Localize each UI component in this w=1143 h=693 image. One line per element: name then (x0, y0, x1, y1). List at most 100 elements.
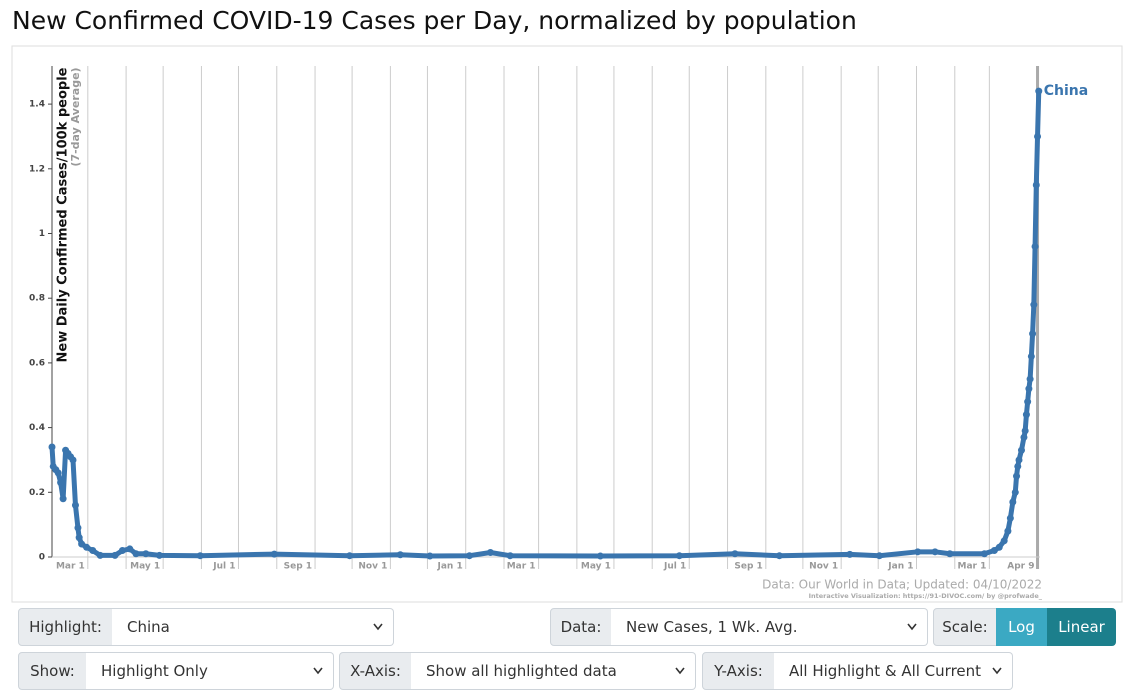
data-point (96, 551, 104, 559)
chevron (675, 667, 685, 675)
data-point (596, 552, 604, 560)
highlight-select[interactable]: China (112, 608, 394, 646)
data-point (54, 469, 62, 477)
data-point (1006, 514, 1014, 522)
data-point (1035, 87, 1043, 95)
data-point (74, 524, 82, 532)
highlight-value: China (127, 618, 170, 636)
data-point (1031, 242, 1039, 250)
chevron (373, 623, 383, 631)
data-point (132, 550, 140, 558)
data-point (69, 456, 77, 464)
data-point (1000, 537, 1008, 545)
data-point (914, 548, 922, 556)
x-tick-label: Jan 1 (887, 562, 913, 572)
source-note: Data: Our World in Data; Updated: 04/10/… (762, 578, 1042, 592)
scale-log-button[interactable]: Log (996, 608, 1047, 646)
data-point (78, 540, 86, 548)
data-point (465, 552, 473, 560)
data-point (1004, 527, 1012, 535)
credit-note: Interactive Visualization: https://91-DI… (809, 592, 1043, 600)
data-point (89, 547, 97, 555)
data-point (270, 550, 278, 558)
chevron (313, 667, 323, 675)
y-tick-label: 1.2 (29, 164, 45, 174)
chart: New Confirmed COVID-19 Cases per Day, no… (11, 6, 1123, 603)
show-select[interactable]: Highlight Only (86, 652, 334, 690)
data-point (1011, 488, 1019, 496)
data-point (486, 548, 494, 556)
show-label: Show: (18, 652, 87, 690)
chevron (992, 667, 1002, 675)
data-select[interactable]: New Cases, 1 Wk. Avg. (611, 608, 928, 646)
xaxis-value: Show all highlighted data (426, 662, 617, 680)
x-tick-label: Mar 1 (507, 562, 536, 572)
y-tick-label: 0.4 (29, 423, 45, 433)
data-point (731, 550, 739, 558)
data-point (1032, 181, 1040, 189)
y-tick-label: 0.8 (29, 294, 45, 304)
data-point (995, 543, 1003, 551)
data-point (675, 552, 683, 560)
scale-label: Scale: (933, 608, 997, 646)
data-point (1024, 398, 1032, 406)
xaxis-label: X-Axis: (339, 652, 412, 690)
data-point (126, 545, 134, 553)
scale-linear-button[interactable]: Linear (1047, 608, 1116, 646)
data-point (1009, 498, 1017, 506)
data-point (990, 547, 998, 555)
chart-frame (11, 45, 1123, 603)
data-point (1014, 462, 1022, 470)
data-point (426, 552, 434, 560)
x-tick-label: Jul 1 (212, 562, 235, 572)
y-axis-title: New Daily Confirmed Cases/100k people (56, 67, 71, 362)
data-point (111, 551, 119, 559)
y-tick-label: 1.4 (29, 100, 45, 110)
data-point (1034, 132, 1042, 140)
chart-title: New Confirmed COVID-19 Cases per Day, no… (12, 6, 857, 35)
yaxis-select[interactable]: All Highlight & All Current (774, 652, 1013, 690)
x-tick-label: Nov 1 (809, 562, 838, 572)
yaxis-label: Y-Axis: (702, 652, 775, 690)
data-point (946, 550, 954, 558)
data-point (1020, 433, 1028, 441)
data-point (196, 552, 204, 560)
data-point (83, 543, 91, 551)
series-label: China (1044, 83, 1088, 99)
y-tick-label: 0.2 (29, 488, 45, 498)
data-point (1025, 385, 1033, 393)
data-point (155, 551, 163, 559)
data-point (346, 552, 354, 560)
y-tick-label: 1 (39, 229, 45, 239)
data-point (980, 550, 988, 558)
yaxis-value: All Highlight & All Current (789, 662, 982, 680)
data-point (846, 550, 854, 558)
data-point (1013, 472, 1021, 480)
highlight-label: Highlight: (18, 608, 113, 646)
data-point (931, 548, 939, 556)
data-label: Data: (550, 608, 612, 646)
x-tick-label: Mar 1 (957, 562, 986, 572)
chevron (907, 623, 917, 631)
xaxis-select[interactable]: Show all highlighted data (411, 652, 696, 690)
data-point (1026, 375, 1034, 383)
data-point (1027, 352, 1035, 360)
data-point (1029, 330, 1037, 338)
data-point (506, 552, 514, 560)
y-tick-label: 0.6 (29, 358, 45, 368)
data-point (775, 552, 783, 560)
data-point (875, 552, 883, 560)
data-point (142, 550, 150, 558)
y-axis-note: (7-day Average) (69, 67, 82, 166)
data-point (1022, 411, 1030, 419)
data-point (48, 443, 56, 451)
data-point (1021, 427, 1029, 435)
data-point (57, 479, 65, 487)
data-point (1017, 446, 1025, 454)
x-tick-label: Nov 1 (358, 562, 387, 572)
x-tick-label: Jul 1 (663, 562, 686, 572)
x-tick-label: May 1 (130, 562, 160, 572)
x-tick-label: Mar 1 (56, 562, 85, 572)
data-point (396, 551, 404, 559)
